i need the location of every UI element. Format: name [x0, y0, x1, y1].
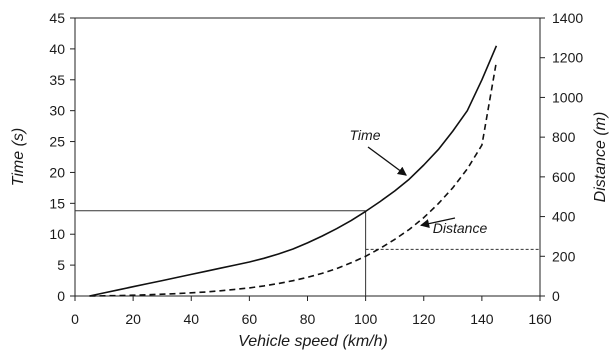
plot-frame: [74, 17, 541, 297]
left-y-tick-label: 35: [49, 72, 65, 88]
left-y-tick-label: 5: [57, 257, 65, 273]
series-layer: [89, 45, 498, 297]
right-y-tick-label: 1000: [552, 89, 583, 105]
right-y-tick-label: 400: [552, 209, 576, 225]
right-y-tick-label: 1200: [552, 50, 583, 66]
left-y-tick-label: 20: [49, 164, 65, 180]
x-axis-title: Vehicle speed (km/h): [238, 333, 388, 350]
left-y-tick-label: 15: [49, 195, 65, 211]
plot-area-border: [74, 17, 541, 297]
time-annotation-arrow: [367, 146, 407, 176]
right-y-axis-title: Distance (m): [592, 112, 609, 203]
x-axis-ticks: 0 20 40 60 80 100 120 140 160: [71, 296, 552, 327]
annotations: Time Distance: [350, 127, 488, 236]
right-y-tick-label: 200: [552, 248, 576, 264]
left-y-tick-label: 25: [49, 134, 65, 150]
right-y-tick-label: 800: [552, 129, 576, 145]
left-y-tick-label: 40: [49, 41, 65, 57]
x-tick-label: 140: [470, 311, 494, 327]
x-tick-label: 20: [125, 311, 141, 327]
right-y-tick-label: 0: [552, 288, 560, 304]
left-y-tick-label: 10: [49, 226, 65, 242]
right-y-tick-label: 600: [552, 169, 576, 185]
time-annotation-label: Time: [350, 127, 381, 143]
left-y-tick-label: 0: [57, 288, 65, 304]
x-tick-label: 40: [183, 311, 199, 327]
left-y-tick-label: 30: [49, 103, 65, 119]
x-tick-label: 120: [412, 311, 436, 327]
x-tick-label: 80: [300, 311, 316, 327]
right-y-axis-ticks: 0 200 400 600 800 1000 1200 1400: [540, 10, 583, 304]
left-y-tick-label: 45: [49, 10, 65, 26]
reference-lines: [75, 210, 540, 296]
series-line-time: [89, 45, 498, 297]
x-tick-label: 0: [71, 311, 79, 327]
x-tick-label: 100: [354, 311, 378, 327]
left-y-axis-ticks: 0 5 10 15 20 25 30 35 40 45: [49, 10, 75, 304]
x-tick-label: 60: [242, 311, 258, 327]
distance-annotation-arrow: [420, 217, 456, 229]
right-y-tick-label: 1400: [552, 10, 583, 26]
distance-annotation-label: Distance: [433, 220, 488, 236]
series-line-distance: [89, 61, 498, 297]
left-y-axis-title: Time (s): [10, 128, 27, 187]
x-tick-label: 160: [528, 311, 552, 327]
